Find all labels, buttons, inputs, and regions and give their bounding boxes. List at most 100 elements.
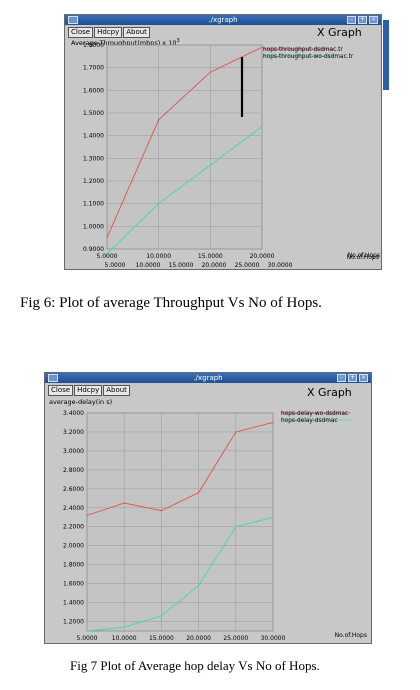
y-tick-label: 1.6000 <box>63 581 84 588</box>
close-icon[interactable]: × <box>359 374 368 382</box>
extra-x-tick-label: 5.0000 <box>105 262 126 269</box>
data-point <box>86 514 88 516</box>
data-point <box>198 584 200 587</box>
y-tick-label: 1.1000 <box>83 201 104 208</box>
y-axis-label: average-delay(in s) <box>49 398 113 406</box>
series-line-1 <box>106 46 263 238</box>
y-tick-label: 1.6000 <box>83 87 104 94</box>
y-tick-label: 0.9000 <box>83 246 104 253</box>
plot-area <box>86 412 274 632</box>
x-tick-label: 25.0000 <box>223 635 248 642</box>
data-point <box>272 421 274 424</box>
window-menu-icon[interactable] <box>68 16 78 24</box>
x-tick-label: 15.0000 <box>198 253 223 260</box>
data-point <box>158 203 160 205</box>
window-edge-strip <box>383 20 389 90</box>
maximize-icon[interactable]: + <box>358 16 367 24</box>
x-axis-label: No.of.Hops <box>348 252 380 259</box>
data-point <box>261 46 263 48</box>
minimize-icon[interactable]: – <box>337 374 346 382</box>
y-tick-label: 1.8000 <box>83 42 104 49</box>
y-tick-label: 2.2000 <box>63 524 84 531</box>
data-point <box>209 164 211 166</box>
y-tick-label: 1.8000 <box>63 562 84 569</box>
window-title: ./xgraph <box>193 374 223 382</box>
extra-x-tick-label: 10.0000 <box>136 262 161 269</box>
legend-entry-1: hops-delay-wo-dsdmac <box>281 411 348 417</box>
legend-entry-2: hops-throughput-wo-dsdmac.tr <box>263 54 354 60</box>
y-axis-label: Average-Throughput(mbps) x 103 <box>71 38 180 48</box>
extra-x-tick-label: 20.0000 <box>202 262 227 269</box>
x-tick-label: 30.0000 <box>261 635 286 642</box>
y-tick-label: 1.3000 <box>83 155 104 162</box>
x-tick-label: 20.0000 <box>250 253 275 260</box>
y-tick-label: 1.2000 <box>83 178 104 185</box>
x-tick-label: 20.0000 <box>186 635 211 642</box>
y-tick-label: 3.0000 <box>63 448 84 455</box>
data-point <box>209 71 211 73</box>
figure-6-caption: Fig 6: Plot of average Throughput Vs No … <box>20 295 322 311</box>
legend-entry-2: hops-delay-dsdmac <box>281 418 338 424</box>
window-title: ./xgraph <box>208 16 238 24</box>
about-button[interactable]: About <box>103 385 130 396</box>
y-tick-label: 1.4000 <box>83 133 104 140</box>
y-tick-label: 1.0000 <box>83 223 104 230</box>
data-point <box>106 237 108 239</box>
data-point <box>198 492 200 494</box>
plot-area <box>106 44 263 250</box>
extra-x-tick-label: 30.0000 <box>268 262 293 269</box>
y-tick-label: 1.4000 <box>63 600 84 607</box>
hardcopy-button[interactable]: Hdcpy <box>74 385 103 396</box>
window-titlebar: ./xgraph – + × <box>65 15 381 25</box>
y-tick-label: 1.7000 <box>83 65 104 72</box>
data-point <box>160 615 162 617</box>
x-axis-label: No.of.Hops <box>335 632 367 639</box>
data-point <box>261 126 263 128</box>
y-tick-label: 3.2000 <box>63 429 84 436</box>
window-menu-icon[interactable] <box>48 374 58 382</box>
xgraph-app-title: X Graph <box>317 26 362 39</box>
data-point <box>160 510 162 512</box>
x-tick-label: 5.0000 <box>77 635 98 642</box>
close-button[interactable]: Close <box>48 385 74 396</box>
data-point <box>86 630 88 632</box>
y-tick-label: 2.4000 <box>63 505 84 512</box>
xgraph-app-title: X Graph <box>307 386 352 399</box>
window-titlebar: ./xgraph – + × <box>45 373 371 383</box>
data-point <box>123 502 125 504</box>
legend-entry-1: hops-throughput-dsdmac.tr <box>263 47 343 53</box>
y-tick-label: 2.6000 <box>63 486 84 493</box>
x-tick-label: 15.0000 <box>149 635 174 642</box>
extra-x-tick-label: 25.0000 <box>235 262 260 269</box>
y-tick-label: 2.0000 <box>63 543 84 550</box>
data-point <box>123 626 125 628</box>
data-point <box>235 431 237 433</box>
close-icon[interactable]: × <box>369 16 378 24</box>
extra-x-axis-label: No.of.Hops <box>347 254 379 261</box>
extra-x-tick-label: 15.0000 <box>169 262 194 269</box>
data-point <box>106 252 108 255</box>
maximize-icon[interactable]: + <box>348 374 357 382</box>
x-tick-label: 10.0000 <box>112 635 137 642</box>
series-line-2 <box>106 126 263 254</box>
series-line-1 <box>86 422 274 516</box>
minimize-icon[interactable]: – <box>347 16 356 24</box>
hardcopy-button[interactable]: Hdcpy <box>94 27 123 38</box>
delay-chart: 1.2000 1.4000 1.6000 1.8000 2.0000 2.2000 2.40… <box>63 410 367 642</box>
data-point <box>158 119 160 121</box>
data-point <box>235 526 237 528</box>
figure-7-caption: Fig 7 Plot of Average hop delay Vs No of… <box>70 658 320 673</box>
y-tick-label: 2.8000 <box>63 467 84 474</box>
y-tick-label: 3.4000 <box>63 410 84 417</box>
about-button[interactable]: About <box>123 27 150 38</box>
y-tick-label: 1.5000 <box>83 110 104 117</box>
close-button[interactable]: Close <box>68 27 94 38</box>
series-line-2 <box>86 516 274 632</box>
y-tick-label: 1.2000 <box>63 619 84 626</box>
x-tick-label: 5.0000 <box>97 253 118 260</box>
xgraph-window-2: ./xgraph – + × Close Hdcpy About X Graph… <box>44 372 372 644</box>
xgraph-window-1: ./xgraph – + × Close Hdcpy About X Graph… <box>64 14 382 270</box>
data-point <box>272 516 274 518</box>
x-tick-label: 10.0000 <box>146 253 171 260</box>
throughput-chart: 0.9000 1.0000 1.1000 1.2000 1.3000 1.4000 1.50… <box>83 42 380 269</box>
